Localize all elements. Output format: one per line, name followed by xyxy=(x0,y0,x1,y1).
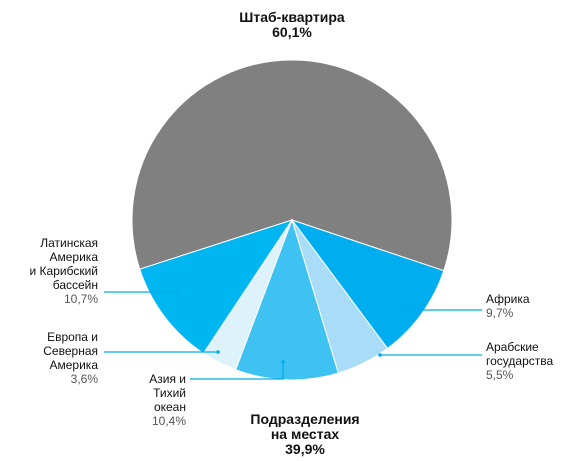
label-name: Африка xyxy=(486,292,530,306)
pie-slice xyxy=(235,218,339,381)
leader-line xyxy=(190,362,284,380)
label-name: Азия и Тихий океан xyxy=(149,372,186,414)
label-value: 10,7% xyxy=(63,292,98,306)
pie-slice xyxy=(131,59,453,272)
label-name: Штаб-квартира xyxy=(239,9,345,25)
label-value: 5,5% xyxy=(486,368,514,382)
leader-dot xyxy=(176,290,180,294)
slice-label: Латинская Америка и Карибский бассейн 10,… xyxy=(30,236,98,306)
pie-slice xyxy=(139,219,294,354)
slice-label: Азия и Тихий океан 10,4% xyxy=(149,372,186,428)
slice-label: Арабские государства 5,5% xyxy=(486,340,553,382)
label-name: Латинская Америка и Карибский бассейн xyxy=(29,236,98,292)
label-value: 3,6% xyxy=(70,372,98,386)
label-value: 10,4% xyxy=(151,414,186,428)
label-value: 9,7% xyxy=(486,306,514,320)
label-value: 39,9% xyxy=(285,441,325,457)
slice-label: Африка 9,7% xyxy=(486,292,530,320)
leader-dot xyxy=(398,308,402,312)
label-value: 60,1% xyxy=(272,24,312,40)
pie-slice xyxy=(290,219,445,350)
label-name: Европа и Северная Америка xyxy=(43,330,98,372)
slice-label: Подразделения на местах 39,9% xyxy=(205,412,405,457)
slice-label: Европа и Северная Америка 3,6% xyxy=(43,330,98,386)
slice-label: Штаб-квартира 60,1% xyxy=(192,10,392,40)
leader-dot xyxy=(216,350,220,354)
leader-dot xyxy=(378,353,382,357)
leader-dot xyxy=(281,360,285,364)
label-name: Подразделения на местах xyxy=(250,411,360,442)
label-name: Арабские государства xyxy=(486,340,554,368)
